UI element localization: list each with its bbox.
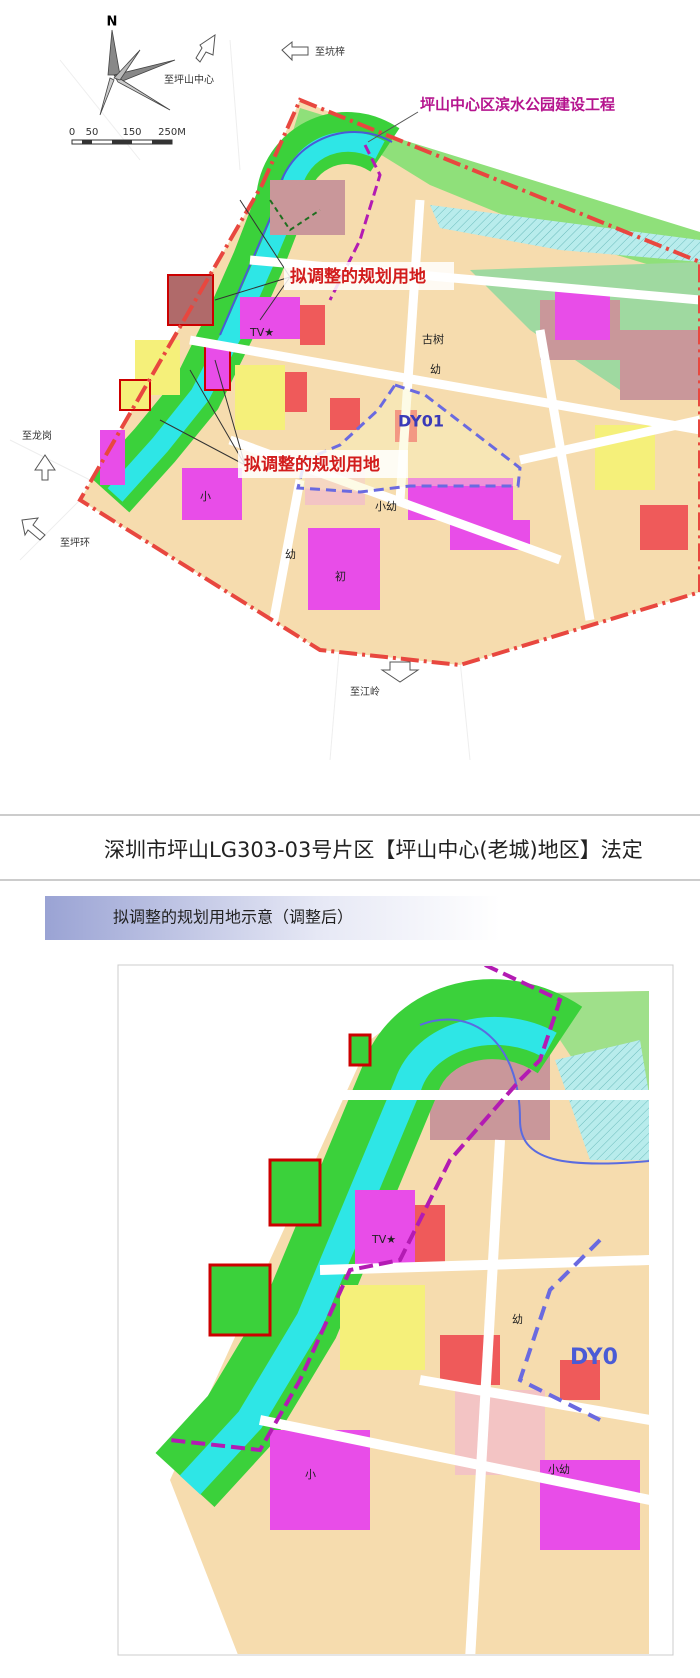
land-label: 幼: [285, 548, 296, 561]
document-title: 深圳市坪山LG303-03号片区【坪山中心(老城)地区】法定: [104, 838, 643, 862]
destination-label: 至坪环: [60, 536, 90, 549]
scale-label: 150: [122, 127, 141, 138]
destination-label: 至龙岗: [22, 429, 52, 442]
scale-label: 250M: [158, 127, 186, 138]
land-label: 小幼: [375, 500, 397, 513]
land-label: 初: [335, 569, 346, 583]
roads: [189, 199, 700, 641]
land-label: 小: [200, 490, 211, 503]
destination-label: 至坪山中心: [164, 73, 214, 86]
destination-label: 至江岭: [350, 685, 380, 698]
callout-label: 拟调整的规划用地: [290, 266, 426, 287]
compass-north: N: [107, 15, 118, 30]
scale-bar: [71, 139, 173, 145]
direction-arrows: [21, 33, 420, 683]
land-label: 幼: [512, 1313, 523, 1326]
land-label: TV★: [371, 1233, 396, 1246]
compass: [99, 29, 176, 116]
land-label: 小幼: [548, 1463, 570, 1476]
bottom-map: DY0 TV★ 幼 小 小幼: [155, 966, 649, 1654]
callout-label: 拟调整的规划用地: [244, 454, 380, 475]
zone-label: DY0: [570, 1345, 618, 1370]
top-map: N 0 50 150 250M 至坪山中心 至坑梓 至龙岗 至坪环 至江岭 坪山…: [9, 15, 700, 761]
zone-label: DY01: [398, 412, 444, 431]
scale-label: 50: [86, 127, 99, 138]
project-title: 坪山中心区滨水公园建设工程: [420, 96, 615, 114]
destination-label: 至坑梓: [315, 45, 345, 58]
land-label: 小: [305, 1468, 316, 1481]
land-label: 古树: [422, 332, 444, 346]
land-label: 幼: [430, 363, 441, 376]
scale-label: 0: [69, 127, 75, 138]
land-label: TV★: [249, 326, 274, 339]
section-title: 拟调整的规划用地示意（调整后）: [113, 908, 353, 927]
